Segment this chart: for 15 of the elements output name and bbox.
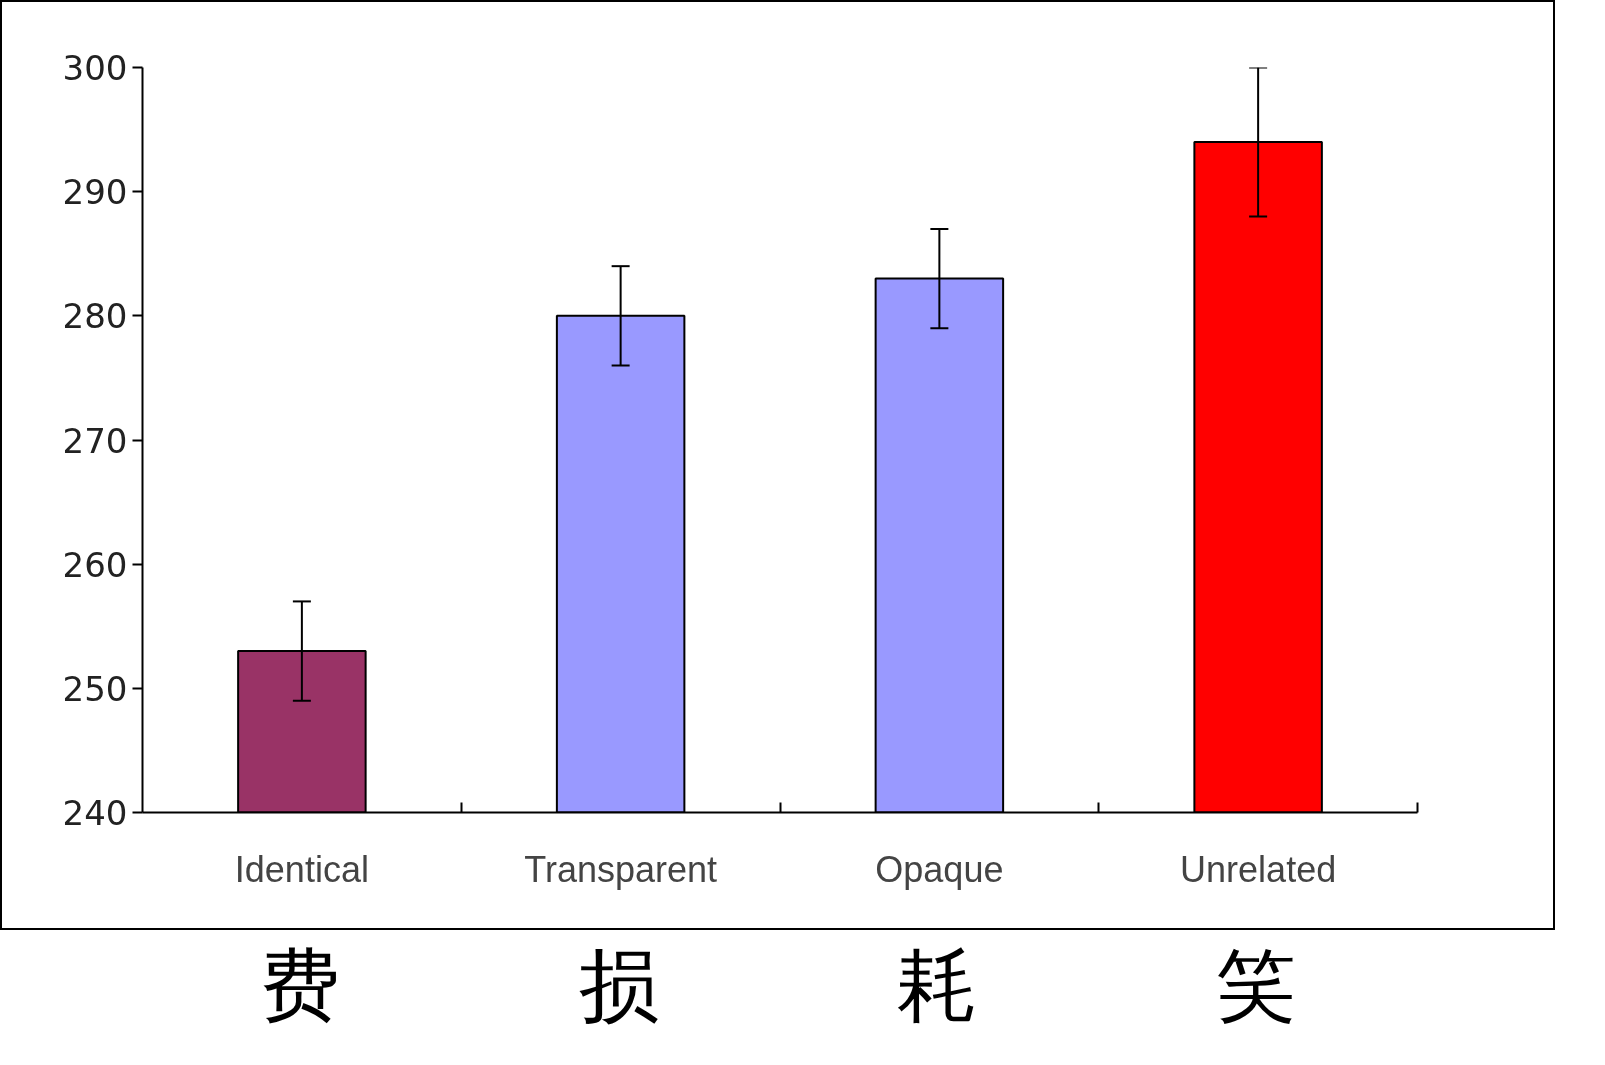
y-tick-label: 260 (62, 544, 128, 585)
y-tick-label: 240 (62, 793, 128, 833)
x-tick-label: Transparent (524, 848, 718, 890)
y-tick-label: 270 (62, 420, 128, 461)
y-tick-label: 280 (62, 296, 128, 337)
text: 费 (259, 941, 340, 1030)
x-tick-label: Opaque (875, 848, 1004, 890)
text: 耗 (897, 941, 978, 1030)
y-tick-label: 290 (62, 172, 128, 213)
text: 笑 (1216, 941, 1297, 1030)
y-tick-label: 300 (62, 48, 128, 88)
text: 损 (578, 941, 659, 1030)
x-tick-label: Unrelated (1180, 848, 1337, 890)
y-tick-label: 250 (62, 668, 128, 709)
x-tick-label: Identical (234, 848, 369, 890)
